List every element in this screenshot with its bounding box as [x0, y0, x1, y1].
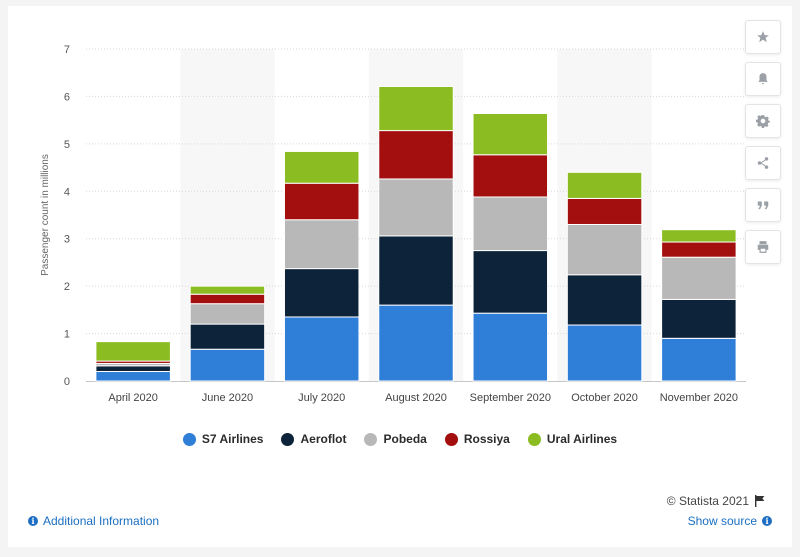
star-icon — [757, 31, 769, 43]
chart-legend: S7 Airlines Aeroflot Pobeda Rossiya Ural Air… — [8, 432, 792, 446]
bar-segment[interactable] — [661, 298, 737, 339]
bar-segment[interactable] — [378, 178, 454, 237]
bar-segment[interactable] — [566, 223, 643, 276]
chart-card: 0 1 2 3 4 5 6 7 Passenger count in millions April… — [8, 6, 792, 547]
bar-segment[interactable] — [189, 293, 266, 305]
legend-label: Pobeda — [383, 432, 427, 446]
bar-segment[interactable] — [378, 304, 454, 382]
legend-item[interactable]: Aeroflot — [281, 432, 346, 446]
bar-segment[interactable] — [283, 316, 360, 382]
legend-marker — [364, 432, 378, 446]
legend-item[interactable]: Pobeda — [364, 432, 427, 446]
cite-button[interactable] — [745, 188, 781, 222]
bar-segment[interactable] — [283, 182, 360, 221]
gear-icon — [756, 115, 770, 128]
bar-segment[interactable] — [472, 312, 549, 382]
y-tick-label: 2 — [64, 281, 70, 293]
chart-toolbar — [745, 20, 781, 272]
y-tick-label: 4 — [64, 186, 70, 198]
bar-segment[interactable] — [661, 229, 737, 243]
legend-marker — [281, 432, 295, 446]
star-button[interactable] — [745, 20, 781, 54]
share-button[interactable] — [745, 146, 781, 180]
x-tick-label: April 2020 — [108, 392, 158, 404]
bar-segment[interactable] — [95, 371, 171, 382]
legend-item[interactable]: Ural Airlines — [527, 432, 618, 446]
additional-information-link[interactable]: i Additional Information — [28, 514, 159, 528]
stacked-bar-chart: 0 1 2 3 4 5 6 7 Passenger count in millions April… — [40, 44, 746, 404]
y-tick-label: 3 — [64, 234, 70, 246]
legend-marker — [527, 432, 541, 446]
notification-button[interactable] — [745, 62, 781, 96]
bar-segment[interactable] — [95, 365, 171, 373]
info-icon: i — [762, 516, 772, 526]
y-tick-label: 1 — [64, 329, 70, 341]
bar-segment[interactable] — [661, 256, 737, 300]
x-tick-label: August 2020 — [385, 392, 447, 404]
share-icon — [757, 157, 769, 169]
legend-label: S7 Airlines — [201, 432, 264, 446]
bar-segment[interactable] — [283, 150, 360, 184]
bar-segment[interactable] — [472, 154, 549, 198]
bar-segment[interactable] — [566, 274, 643, 326]
bar-segment[interactable] — [566, 324, 643, 382]
legend-marker — [444, 432, 458, 446]
bell-icon — [758, 73, 768, 85]
bar-segment[interactable] — [189, 348, 266, 382]
bar-segment[interactable] — [283, 268, 360, 318]
additional-information-label: Additional Information — [43, 514, 160, 528]
bar-segment[interactable] — [378, 235, 454, 306]
show-source-link[interactable]: Show source i — [688, 514, 772, 528]
bar-segment[interactable] — [566, 171, 643, 199]
quote-icon — [757, 201, 769, 210]
x-tick-label: November 2020 — [660, 392, 738, 404]
legend-label: Rossiya — [463, 432, 510, 446]
legend-marker — [182, 432, 196, 446]
bar-segment[interactable] — [661, 337, 737, 382]
legend-label: Aeroflot — [300, 432, 347, 446]
x-tick-label: July 2020 — [298, 392, 345, 404]
bar-segment[interactable] — [566, 197, 643, 225]
x-tick-label: September 2020 — [470, 392, 551, 404]
x-tick-label: October 2020 — [571, 392, 638, 404]
credit-text: © Statista 2021 — [666, 494, 749, 508]
bar-segment[interactable] — [95, 341, 171, 362]
y-tick-label: 5 — [64, 139, 70, 151]
bar-segment[interactable] — [472, 196, 549, 252]
bar-segment[interactable] — [472, 113, 549, 156]
legend-item[interactable]: S7 Airlines — [182, 432, 264, 446]
bar-segment[interactable] — [378, 130, 454, 180]
y-tick-label: 7 — [64, 44, 70, 56]
y-tick-label: 0 — [64, 376, 70, 388]
info-icon: i — [28, 516, 38, 526]
y-axis-title: Passenger count in millions — [40, 154, 51, 276]
legend-label: Ural Airlines — [546, 432, 618, 446]
statista-credit: © Statista 2021 — [667, 494, 766, 508]
print-icon — [757, 241, 769, 253]
bar-segment[interactable] — [283, 219, 360, 270]
bar-segment[interactable] — [189, 323, 266, 350]
y-tick-label: 6 — [64, 91, 70, 103]
print-button[interactable] — [745, 230, 781, 264]
legend-item[interactable]: Rossiya — [444, 432, 510, 446]
bar-segment[interactable] — [189, 285, 266, 295]
x-tick-label: June 2020 — [202, 392, 253, 404]
bar-segment[interactable] — [661, 241, 737, 258]
bar-segment[interactable] — [189, 303, 266, 325]
bar-segment[interactable] — [472, 250, 549, 314]
show-source-label: Show source — [687, 514, 757, 528]
settings-button[interactable] — [745, 104, 781, 138]
flag-icon[interactable] — [754, 495, 766, 507]
bar-segment[interactable] — [378, 85, 454, 132]
